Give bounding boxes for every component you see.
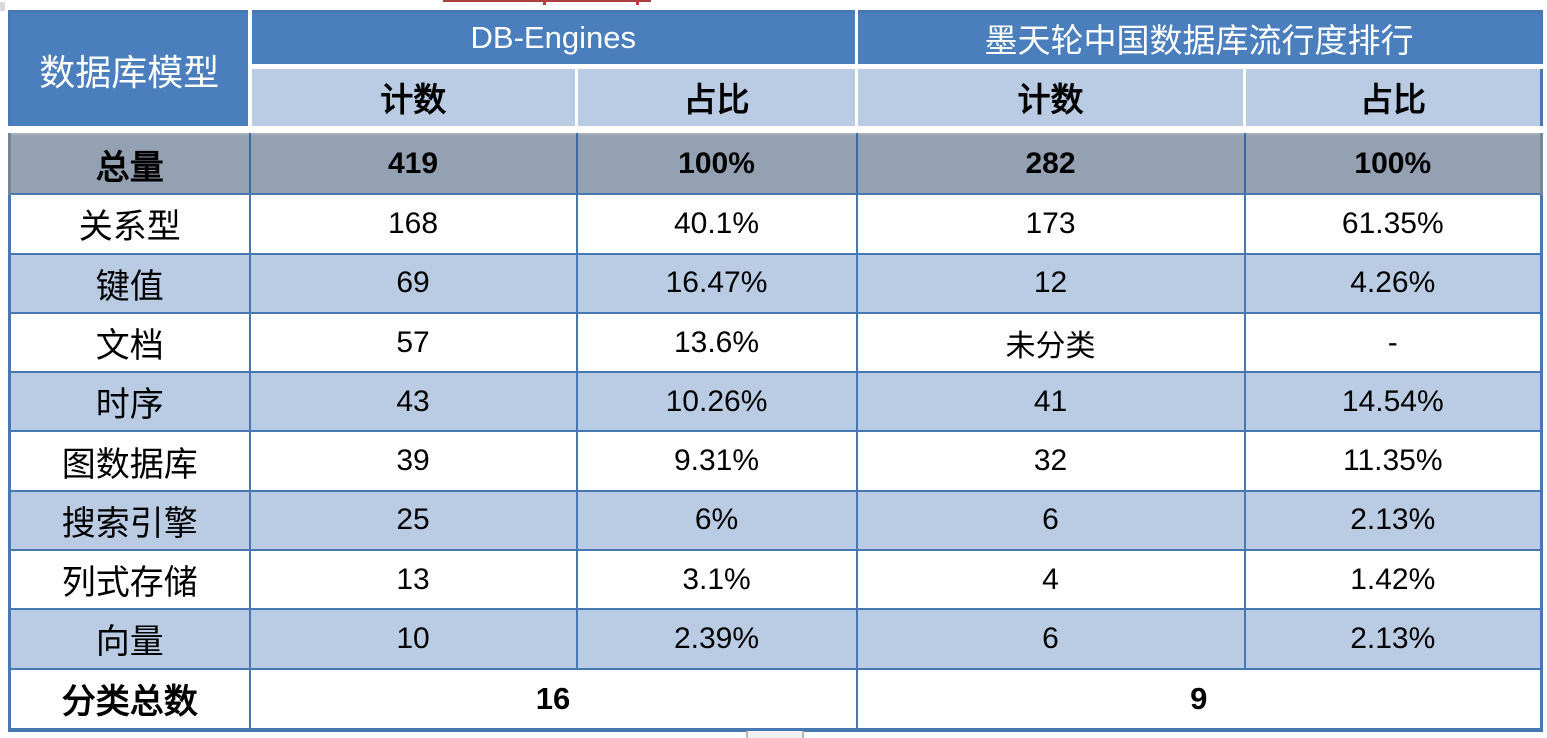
cell-value: 41 — [855, 371, 1246, 433]
cell-value: 419 — [248, 133, 578, 196]
row-label: 关系型 — [8, 193, 251, 255]
cell-value: 43 — [248, 371, 578, 433]
row-label: 列式存储 — [8, 549, 251, 611]
subheader-count-dbengines: 计数 — [249, 68, 578, 127]
cell-value: 61.35% — [1243, 193, 1544, 255]
cell-value-dbengines-category-count: 16 — [248, 667, 858, 733]
cell-value: 13 — [248, 549, 578, 611]
cell-value: 173 — [855, 193, 1246, 255]
corner-fragment-artifact — [0, 2, 5, 11]
cell-value: 4 — [855, 549, 1246, 611]
header-gap-row — [10, 63, 1542, 69]
cell-value: 10.26% — [575, 371, 858, 433]
row-label: 文档 — [8, 311, 251, 374]
cell-value: 40.1% — [575, 193, 858, 255]
table-row-vector: 向量 10 2.39% 6 2.13% — [8, 608, 1544, 670]
cell-value: 32 — [855, 430, 1246, 492]
table-row-total: 总量 419 100% 282 100% — [8, 133, 1544, 196]
subheader-share-motianlun: 占比 — [1244, 68, 1544, 127]
cell-value: 100% — [1243, 133, 1544, 196]
header-group-row: 数据库模型 DB-Engines 墨天轮中国数据库流行度排行 — [8, 9, 1544, 127]
cell-value: 6 — [855, 608, 1246, 670]
row-label: 分类总数 — [8, 667, 251, 733]
table-row-search-engine: 搜索引擎 25 6% 6 2.13% — [8, 489, 1544, 552]
cell-value: 未分类 — [855, 311, 1246, 374]
cell-value: 6% — [575, 489, 858, 552]
gap-spacer — [9, 126, 1542, 135]
gap-spacer — [249, 63, 1542, 69]
row-label: 向量 — [8, 608, 251, 670]
table-row-columnar: 列式存储 13 3.1% 4 1.42% — [8, 549, 1544, 611]
cell-value: 10 — [248, 608, 578, 670]
subheader-share-dbengines: 占比 — [576, 68, 859, 127]
row-label: 总量 — [8, 133, 251, 196]
clipped-text-artifact — [443, 0, 651, 5]
cell-value: 2.13% — [1243, 489, 1544, 552]
cell-value: 6 — [855, 489, 1246, 552]
cell-value: 16.47% — [575, 252, 858, 314]
table-row-key-value: 键值 69 16.47% 12 4.26% — [8, 252, 1544, 314]
row-label: 搜索引擎 — [8, 489, 251, 552]
corner-header-database-model: 数据库模型 — [8, 10, 252, 127]
cell-value: 2.39% — [575, 608, 858, 670]
row-label: 图数据库 — [8, 430, 251, 492]
table-row-time-series: 时序 43 10.26% 41 14.54% — [8, 371, 1544, 433]
database-model-comparison-table: 数据库模型 DB-Engines 墨天轮中国数据库流行度排行 计数 占比 计数 … — [8, 9, 1544, 733]
cell-value: 4.26% — [1243, 252, 1544, 314]
body-gap-row — [9, 126, 1542, 135]
cell-value: 13.6% — [575, 311, 858, 374]
cell-value: 2.13% — [1243, 608, 1544, 670]
table-row-graph: 图数据库 39 9.31% 32 11.35% — [8, 430, 1544, 492]
table-row-document: 文档 57 13.6% 未分类 - — [8, 311, 1544, 374]
subheader-count-motianlun: 计数 — [856, 68, 1247, 127]
row-label: 键值 — [8, 252, 251, 314]
cell-value: 282 — [855, 133, 1246, 196]
cell-value: 57 — [248, 311, 578, 374]
row-label: 时序 — [8, 371, 251, 433]
cell-value: 9.31% — [575, 430, 858, 492]
cell-value: 69 — [248, 252, 578, 314]
cell-value: 1.42% — [1243, 549, 1544, 611]
group-header-db-engines: DB-Engines — [249, 9, 859, 64]
cell-value: 39 — [248, 430, 578, 492]
table-row-category-totals: 分类总数 16 9 — [8, 667, 1544, 733]
group-header-motianlun: 墨天轮中国数据库流行度排行 — [856, 9, 1544, 64]
table-row-relational: 关系型 168 40.1% 173 61.35% — [8, 193, 1544, 255]
cell-value: 12 — [855, 252, 1246, 314]
cell-value: - — [1243, 311, 1544, 374]
scrollbar-fragment-artifact — [746, 731, 804, 738]
header-sub-row: 计数 占比 计数 占比 — [10, 68, 1544, 127]
clipped-glyph-artifact — [543, 0, 546, 5]
cell-value: 3.1% — [575, 549, 858, 611]
clipped-glyph-artifact — [636, 0, 639, 5]
cell-value: 168 — [248, 193, 578, 255]
cell-value: 25 — [248, 489, 578, 552]
cell-value: 11.35% — [1243, 430, 1544, 492]
cell-value: 100% — [575, 133, 858, 196]
cell-value: 14.54% — [1243, 371, 1544, 433]
cell-value-motianlun-category-count: 9 — [855, 667, 1544, 733]
